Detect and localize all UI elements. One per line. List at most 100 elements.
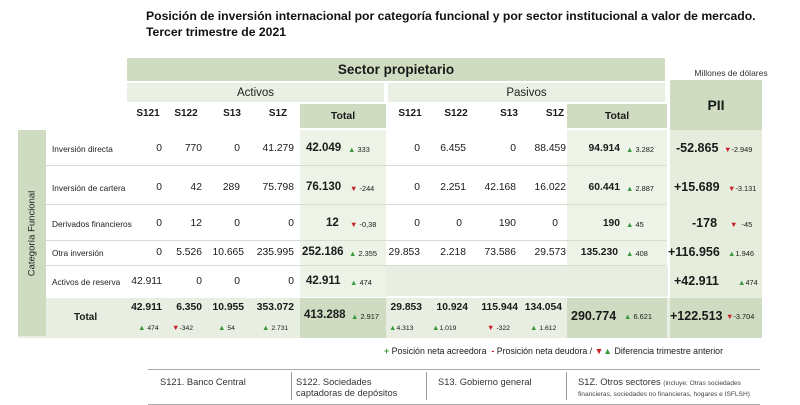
arrow-up-icon: ▲ — [350, 278, 358, 287]
total-delta-pasivos-s13: ▼ -322 — [487, 323, 510, 332]
activos-total-column — [300, 130, 386, 297]
cell-activos-s122: 770 — [184, 143, 202, 154]
total-activos-total: 413.288 — [304, 309, 346, 321]
total-pii: +122.513 — [670, 309, 723, 323]
arrow-up-icon: ▲ — [432, 323, 440, 332]
col-total-pasivos: Total — [567, 104, 667, 128]
row-label-total: Total — [74, 312, 98, 323]
arrow-down-icon: ▼ — [594, 346, 604, 356]
total-pasivos-band — [567, 298, 667, 338]
legend-plus-text: Posición neta acreedora — [391, 346, 487, 356]
report-title: Posición de inversión internacional por … — [146, 8, 756, 40]
delta-pasivos-total: ▲ 408 — [626, 249, 648, 258]
cell-activos-s1z: 41.279 — [262, 143, 295, 154]
pii-header: PII — [670, 80, 762, 130]
delta-pii: ▼-2.949 — [724, 145, 753, 154]
cell-pasivos-total: 135.230 — [580, 247, 618, 258]
arrow-down-icon: ▼ — [487, 323, 495, 332]
cell-activos-s1z: 0 — [288, 276, 294, 287]
units-label: Millones de dólares — [694, 68, 768, 78]
row-label-otra-inversion: Otra inversión — [52, 248, 104, 258]
arrow-up-icon: ▲ — [351, 312, 359, 321]
col-s13-activos: S13 — [223, 108, 241, 119]
col-total-activos: Total — [300, 104, 386, 128]
report-title-line2: Tercer trimestre de 2021 — [146, 25, 287, 39]
delta-pii: ▼-3.131 — [728, 184, 757, 193]
cell-pii: +15.689 — [674, 180, 720, 194]
cell-pasivos-s13: 73.586 — [484, 247, 517, 258]
arrow-up-icon: ▲ — [389, 323, 397, 332]
cell-activos-total: 42.049 — [306, 142, 342, 154]
cell-pasivos-s1z: 0 — [552, 218, 558, 229]
arrow-up-icon: ▲ — [626, 220, 634, 229]
total-delta-pasivos-s122: ▲1.019 — [432, 323, 457, 332]
plus-sign-icon: + — [384, 346, 390, 356]
cell-activos-s1z: 235.995 — [256, 247, 294, 258]
row-divider — [46, 240, 666, 241]
arrow-up-icon: ▲ — [626, 184, 634, 193]
cell-pasivos-s121: 0 — [414, 218, 420, 229]
cell-pasivos-s13: 42.168 — [484, 182, 517, 193]
row-label-inversion-cartera: Inversión de cartera — [52, 183, 126, 193]
arrow-down-icon: ▼ — [724, 145, 732, 154]
delta-pasivos-total: ▲ 2.887 — [626, 184, 654, 193]
delta-activos-total: ▲ 333 — [348, 145, 370, 154]
cell-activos-s13: 0 — [234, 276, 240, 287]
total-pii-band — [670, 298, 762, 338]
reserve-empty-band — [386, 266, 668, 296]
arrow-up-icon: ▲ — [603, 346, 613, 356]
total-activos-s1z: 353.072 — [256, 302, 294, 313]
arrow-up-icon: ▲ — [349, 249, 357, 258]
cell-pii: -178 — [692, 216, 718, 230]
cell-activos-s121: 0 — [156, 182, 162, 193]
cell-pasivos-s13: 0 — [510, 143, 516, 154]
glossary-divider — [291, 372, 292, 400]
delta-pii: ▲1.946 — [728, 249, 754, 258]
cell-activos-s121: 0 — [156, 247, 162, 258]
cell-activos-total: 252.186 — [302, 246, 344, 258]
total-delta-activos-s1z: ▲ 2.731 — [262, 323, 289, 332]
row-divider — [46, 165, 666, 166]
col-s1z-activos: S1Z — [268, 108, 288, 119]
arrow-up-icon: ▲ — [624, 312, 632, 321]
delta-pii: ▼ -45 — [730, 220, 753, 229]
cell-pasivos-total: 60.441 — [588, 182, 621, 193]
total-delta-activos-s121: ▲ 474 — [138, 323, 159, 332]
cell-activos-s13: 10.665 — [212, 247, 245, 258]
delta-pasivos-total: ▲ 3.282 — [626, 145, 654, 154]
delta-activos-total: ▼ -0,38 — [350, 220, 377, 229]
arrow-up-icon: ▲ — [218, 323, 226, 332]
arrow-up-icon: ▲ — [626, 145, 634, 154]
cell-pasivos-total: 94.914 — [588, 143, 621, 154]
col-s122-activos: S122 — [174, 108, 198, 119]
glossary-divider — [566, 372, 567, 400]
total-activos-s121: 42.911 — [131, 302, 162, 313]
legend: + Posición neta acreedora - Prosición ne… — [384, 346, 723, 356]
arrow-down-icon: ▼ — [730, 220, 738, 229]
cell-pasivos-s1z: 16.022 — [534, 182, 567, 193]
delta-pasivos-total: ▲ 45 — [626, 220, 644, 229]
total-delta-pasivos-s121: ▲4.313 — [389, 323, 414, 332]
cell-pasivos-s122: 2.251 — [440, 182, 466, 193]
cell-pasivos-s121: 0 — [414, 143, 420, 154]
total-pasivos-s1z: 134.054 — [524, 302, 562, 313]
total-pasivos-s122: 10.924 — [436, 302, 469, 313]
cell-pii: +116.956 — [668, 245, 720, 259]
sector-propietario-header: Sector propietario — [127, 58, 665, 81]
legend-minus-text: Prosición neta deudora / — [496, 346, 593, 356]
delta-activos-total: ▼ -244 — [350, 184, 375, 193]
arrow-up-icon: ▲ — [138, 323, 146, 332]
arrow-up-icon: ▲ — [738, 278, 746, 287]
row-divider — [46, 204, 666, 205]
arrow-up-icon: ▲ — [626, 249, 634, 258]
cell-pasivos-s122: 6.455 — [440, 143, 466, 154]
pasivos-header: Pasivos — [388, 83, 665, 102]
report-title-line1: Posición de inversión internacional por … — [146, 9, 756, 23]
delta-activos-total: ▲ 2.355 — [349, 249, 377, 258]
cell-activos-s121: 42.911 — [131, 276, 162, 287]
delta-activos-total: ▲ 474 — [350, 278, 372, 287]
col-s1z-pasivos: S1Z — [545, 108, 565, 119]
total-delta-pii: ▼-3.704 — [726, 312, 755, 321]
cell-activos-s1z: 0 — [288, 218, 294, 229]
cell-activos-s122: 0 — [196, 276, 202, 287]
